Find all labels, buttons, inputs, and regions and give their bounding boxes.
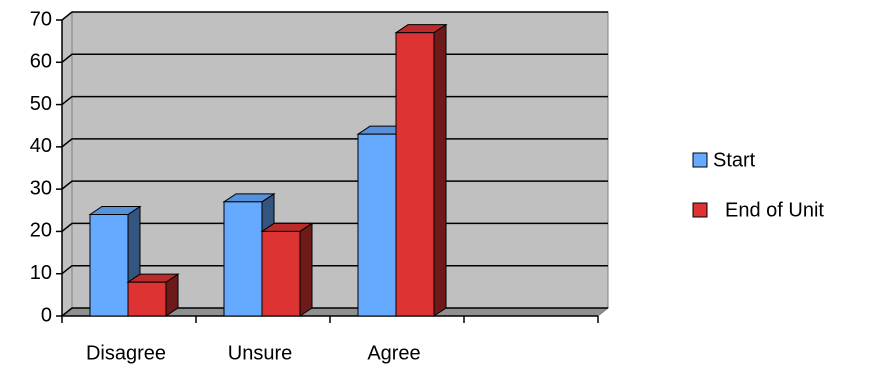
x-tick-label: Unsure <box>228 342 292 364</box>
y-tick-label: 60 <box>30 51 52 73</box>
bar <box>357 133 397 317</box>
x-tick-label: Disagree <box>86 342 166 364</box>
legend-swatch <box>692 202 708 218</box>
y-tick-label: 40 <box>30 135 52 157</box>
legend-swatch <box>692 152 708 168</box>
y-tick-label: 20 <box>30 220 52 242</box>
y-tick-label: 30 <box>30 177 52 199</box>
y-tick-label: 0 <box>41 304 52 326</box>
bar <box>261 230 301 317</box>
y-tick-label: 10 <box>30 262 52 284</box>
grid-line <box>61 11 608 21</box>
bar <box>89 214 129 317</box>
y-tick-label: 50 <box>30 93 52 115</box>
back-wall <box>71 11 609 309</box>
x-tick-label: Agree <box>367 342 420 364</box>
bar <box>223 201 263 317</box>
legend-label: End of Unit <box>725 199 824 221</box>
y-tick-label: 70 <box>30 8 52 30</box>
legend-label: Start <box>713 149 756 171</box>
bar-side <box>299 222 313 317</box>
bar <box>395 32 435 317</box>
bar-side <box>433 23 447 317</box>
bar <box>127 281 167 317</box>
